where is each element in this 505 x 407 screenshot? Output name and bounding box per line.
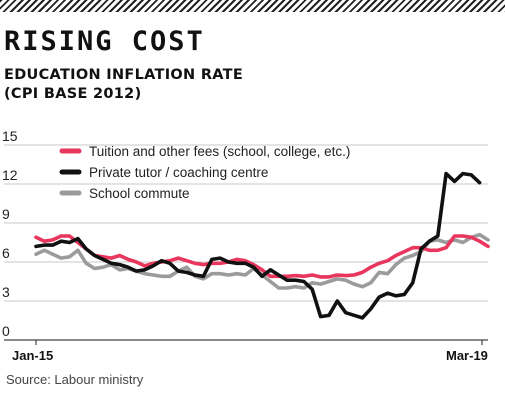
y-tick-label-3: 3 xyxy=(2,284,10,300)
series-line-2 xyxy=(34,171,482,320)
chart-subtitle: EDUCATION INFLATION RATE (CPI BASE 2012) xyxy=(4,66,243,104)
y-tick-label-12: 12 xyxy=(2,167,18,183)
chart-title: RISING COST xyxy=(4,26,205,57)
series-line-1 xyxy=(34,234,490,279)
x-tick-label-0: Jan-15 xyxy=(12,348,53,363)
y-tick-label-0: 0 xyxy=(2,323,10,339)
source-note: Source: Labour ministry xyxy=(6,372,144,387)
legend-label-3: School commute xyxy=(89,186,190,201)
x-axis-labels: Jan-15 Mar-19 xyxy=(12,340,488,363)
x-tick-label-1: Mar-19 xyxy=(446,348,488,363)
legend-label-1: Tuition and other fees (school, college,… xyxy=(89,144,350,159)
header-hatch-band xyxy=(0,0,505,12)
subtitle-line-1: EDUCATION INFLATION RATE xyxy=(4,67,244,83)
y-tick-label-6: 6 xyxy=(2,245,10,261)
subtitle-line-2: (CPI BASE 2012) xyxy=(4,86,142,102)
y-tick-label-9: 9 xyxy=(2,206,10,222)
legend-label-2: Private tutor / coaching centre xyxy=(89,165,268,180)
y-tick-label-15: 15 xyxy=(2,128,18,144)
legend: Tuition and other fees (school, college,… xyxy=(59,144,350,201)
y-axis-labels: 0 3 6 9 12 15 xyxy=(2,128,18,339)
series-lines xyxy=(34,171,490,320)
